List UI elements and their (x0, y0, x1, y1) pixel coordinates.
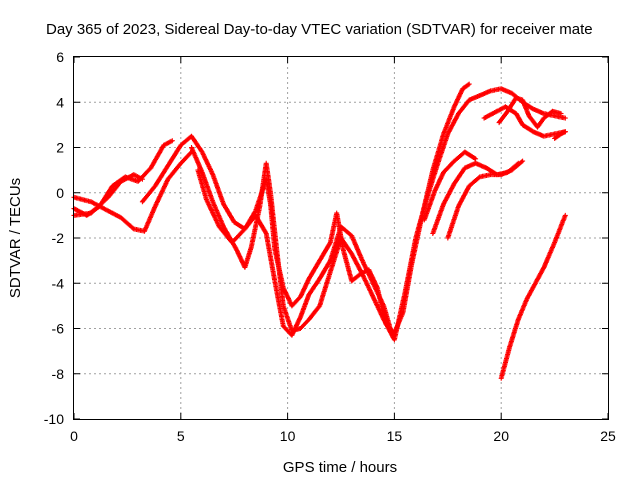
x-tick-label: 0 (70, 428, 78, 444)
x-tick-label: 5 (177, 428, 185, 444)
data-series (496, 95, 564, 130)
data-series (71, 149, 194, 234)
data-points-plus-markers (421, 149, 479, 223)
x-tick-label: 25 (600, 428, 616, 444)
y-tick-label: -10 (44, 411, 64, 427)
x-axis-label: GPS time / hours (283, 459, 397, 476)
plot-frame (73, 56, 609, 420)
y-tick-label: 0 (56, 185, 64, 201)
data-series (552, 129, 568, 141)
data-series (189, 86, 568, 343)
data-points-plus-markers (445, 158, 526, 241)
data-series (195, 167, 395, 338)
data-points-plus-markers (195, 167, 395, 338)
data-points-plus-markers (71, 149, 194, 234)
data-points-plus-markers (189, 86, 568, 343)
data-series (498, 212, 568, 381)
y-tick-label: 6 (56, 49, 64, 65)
data-series (421, 149, 479, 223)
x-tick-labels: 0 5 10 15 20 25 (70, 428, 616, 444)
y-tick-label: -2 (52, 230, 65, 246)
data-points-plus-markers (496, 95, 564, 130)
data-points-plus-markers (481, 104, 568, 139)
data-points-plus-markers (552, 129, 568, 141)
y-tick-label: -4 (52, 275, 65, 291)
plot-area (71, 81, 568, 381)
chart-title: Day 365 of 2023, Sidereal Day-to-day VTE… (46, 21, 593, 38)
y-axis-label: SDTVAR / TECUs (7, 178, 24, 298)
y-tick-label: -8 (52, 366, 65, 382)
data-points-plus-markers (498, 212, 568, 381)
x-tick-label: 10 (280, 428, 296, 444)
y-tick-labels: 6 4 2 0 -2 -4 -6 -8 -10 (44, 49, 64, 427)
data-series (445, 158, 526, 241)
x-tick-label: 15 (387, 428, 403, 444)
y-tick-label: 4 (56, 94, 64, 110)
y-tick-label: -6 (52, 321, 65, 337)
data-series (481, 104, 568, 139)
x-tick-label: 20 (493, 428, 509, 444)
y-tick-label: 2 (56, 140, 64, 156)
